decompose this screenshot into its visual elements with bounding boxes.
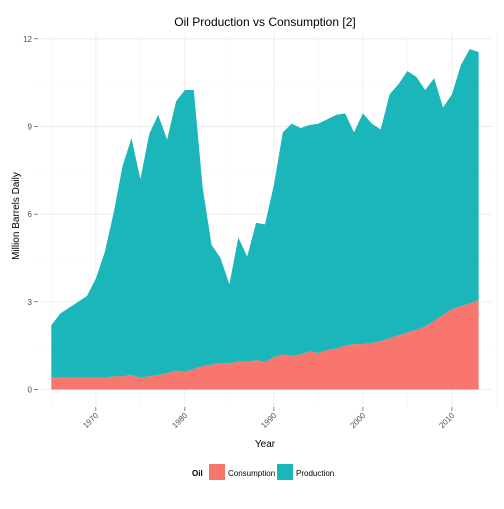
legend-title: Oil [192, 469, 203, 478]
x-tick-label: 1990 [259, 411, 278, 430]
area-production [51, 49, 479, 378]
legend: Oil Consumption Production [192, 464, 334, 480]
legend-label-consumption: Consumption [228, 469, 275, 478]
area-consumption [51, 300, 479, 390]
y-tick-label: 0 [28, 385, 33, 394]
y-tick-label: 6 [28, 210, 33, 219]
x-tick-label: 2010 [437, 411, 456, 430]
chart-title: Oil Production vs Consumption [2] [174, 15, 355, 29]
legend-key-production [277, 464, 293, 480]
y-tick-label: 12 [23, 35, 32, 44]
legend-label-production: Production [296, 469, 334, 478]
x-axis-label: Year [255, 439, 276, 450]
y-tick-label: 3 [28, 298, 33, 307]
legend-key-consumption [209, 464, 225, 480]
x-axis: 1970 1980 1990 2000 2010 [81, 407, 457, 430]
x-tick-label: 2000 [348, 411, 367, 430]
plot-areas [51, 49, 479, 390]
y-axis-label: Million Barrels Daily [11, 172, 22, 260]
y-tick-label: 9 [28, 123, 33, 132]
y-axis: 0 3 6 9 12 [23, 35, 38, 394]
x-tick-label: 1980 [170, 411, 189, 430]
x-tick-label: 1970 [81, 411, 100, 430]
